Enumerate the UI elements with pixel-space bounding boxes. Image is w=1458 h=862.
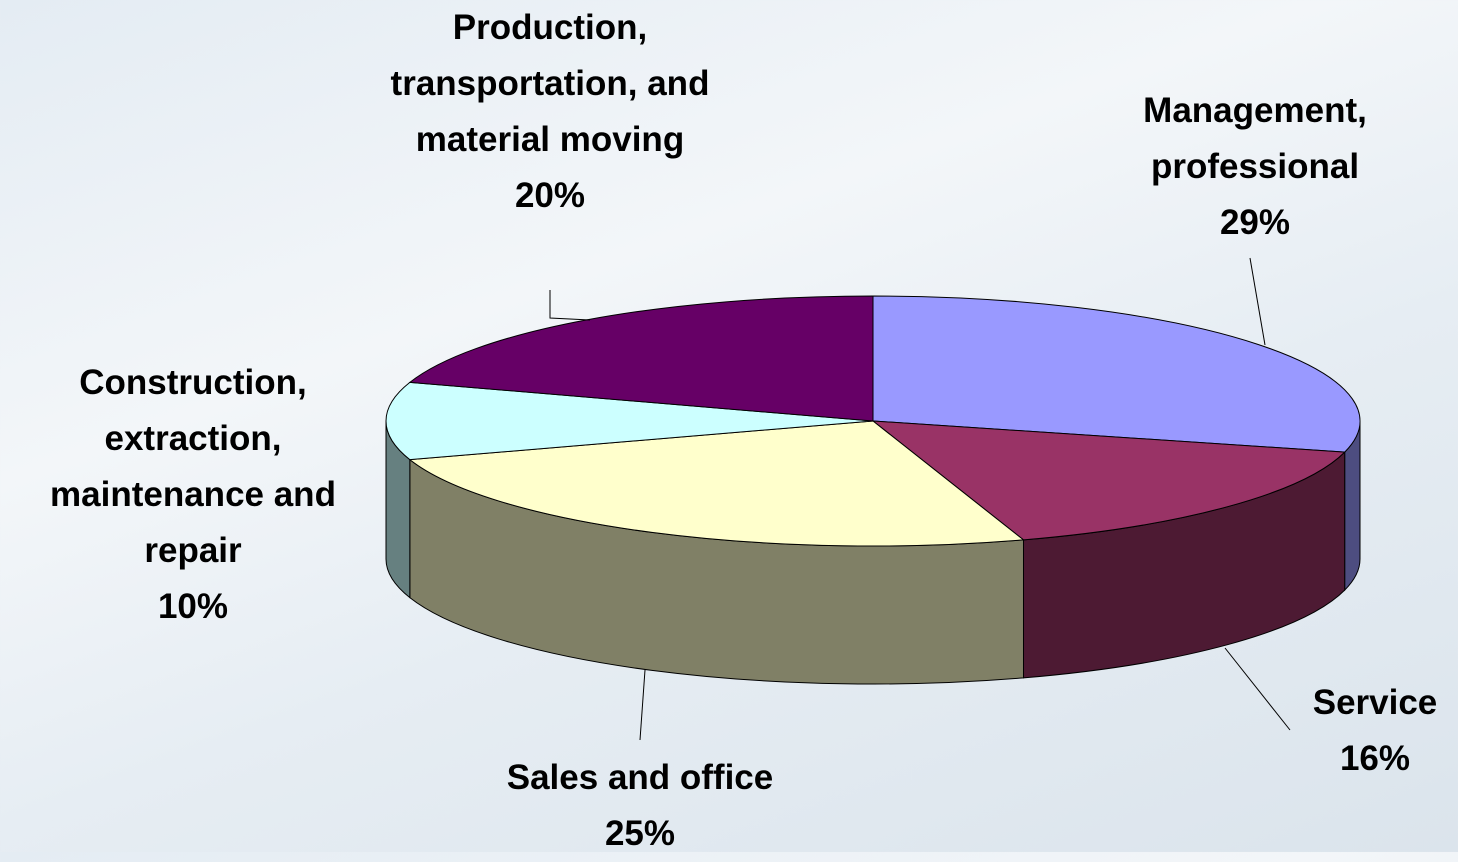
category-name: Management, professional [1143, 91, 1367, 186]
pie-slice [872, 295, 1361, 453]
percent-label: 25% [604, 814, 676, 853]
data-label: Sales and office 25% [440, 750, 840, 862]
category-name: Construction, extraction, maintenance an… [50, 363, 336, 570]
pie-slice [385, 381, 874, 461]
pie-slice [408, 420, 1025, 547]
data-label: Production, transportation, and material… [380, 0, 720, 224]
data-label: Service 16% [1290, 675, 1458, 787]
percent-label: 29% [1219, 203, 1291, 242]
percent-label: 20% [514, 176, 586, 215]
leader-line [1249, 257, 1266, 346]
category-name: Service [1312, 683, 1438, 722]
data-label: Construction, extraction, maintenance an… [3, 355, 383, 635]
category-name: Sales and office [506, 758, 774, 797]
leader-line [549, 290, 591, 321]
leader-line [639, 669, 646, 741]
percent-label: 10% [157, 587, 229, 626]
leader-line [1224, 647, 1291, 731]
percent-label: 16% [1339, 739, 1411, 778]
pie-slice [871, 420, 1346, 541]
data-label: Management, professional 29% [1105, 83, 1405, 251]
category-name: Production, transportation, and material… [390, 8, 710, 159]
